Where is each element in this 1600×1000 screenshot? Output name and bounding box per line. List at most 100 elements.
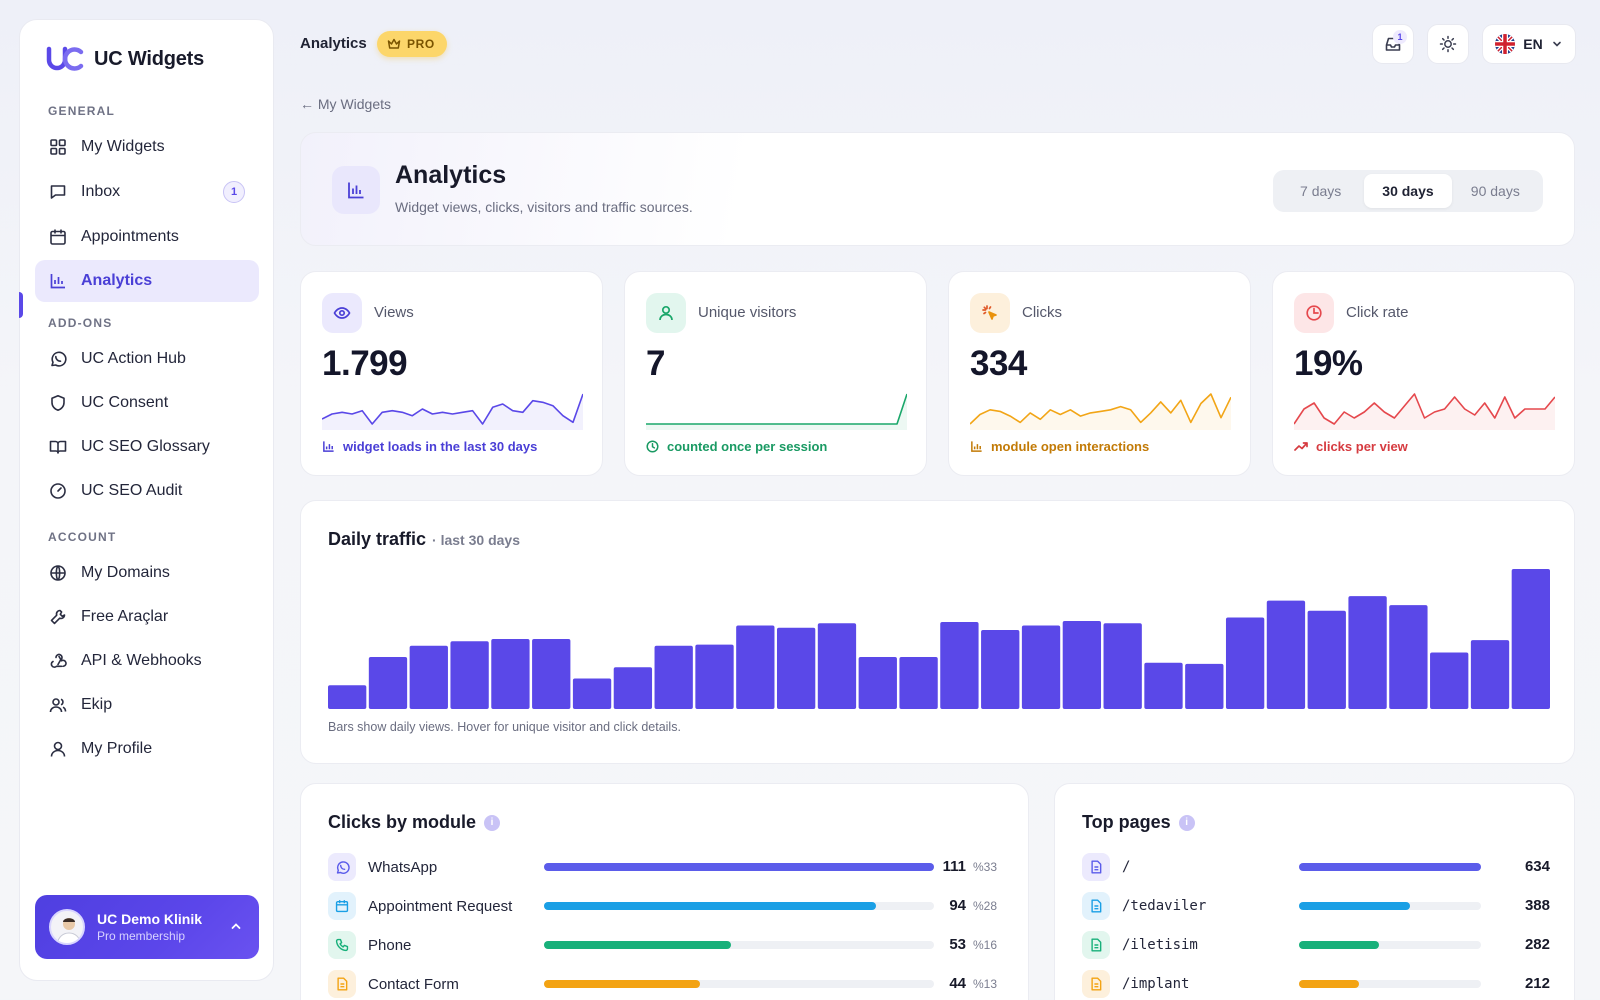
stat-card-unique-visitors: Unique visitors 7 counted once per sessi…	[624, 271, 927, 476]
sidebar-item-my-widgets[interactable]: My Widgets	[35, 126, 259, 168]
language-label: EN	[1523, 36, 1543, 52]
traffic-bar[interactable]	[940, 622, 979, 709]
sidebar-item-uc-consent[interactable]: UC Consent	[35, 382, 259, 424]
traffic-bar[interactable]	[695, 644, 734, 709]
sun-icon	[1439, 35, 1457, 53]
traffic-bar[interactable]	[1430, 652, 1469, 709]
daily-traffic-subtitle: · last 30 days	[432, 532, 520, 548]
bar-chart-icon	[971, 441, 982, 452]
traffic-bar[interactable]	[613, 667, 653, 709]
notifications-button[interactable]: 1	[1372, 24, 1414, 64]
page-title: Analytics	[395, 161, 507, 189]
row-bar-track	[1299, 902, 1481, 910]
range-30-days-button[interactable]: 30 days	[1364, 174, 1452, 208]
top-pages-header: Top pages i	[1082, 812, 1195, 833]
traffic-bar[interactable]	[1021, 625, 1061, 709]
theme-toggle-button[interactable]	[1427, 24, 1469, 64]
traffic-bar[interactable]	[1307, 610, 1346, 709]
module-row-appointment-request[interactable]: Appointment Request 94 %28	[328, 892, 1003, 920]
traffic-bar[interactable]	[1266, 600, 1306, 709]
sidebar-item-api-webhooks[interactable]: API & Webhooks	[35, 640, 259, 682]
traffic-bar[interactable]	[654, 645, 693, 709]
info-icon[interactable]: i	[484, 814, 501, 831]
row-icon-box	[328, 970, 356, 998]
sidebar-item-inbox[interactable]: Inbox 1	[35, 171, 259, 213]
brand-name: UC Widgets	[94, 47, 205, 70]
chevron-down-icon	[1552, 41, 1561, 47]
traffic-bar[interactable]	[328, 685, 367, 709]
traffic-bar[interactable]	[1225, 617, 1265, 709]
row-value: 634	[1524, 858, 1550, 875]
traffic-bar[interactable]	[368, 657, 408, 709]
page-row[interactable]: / 634	[1082, 853, 1550, 881]
globe-icon	[50, 565, 66, 581]
clicks-sparkline	[970, 393, 1231, 430]
traffic-bar[interactable]	[572, 678, 612, 709]
sidebar-item-appointments[interactable]: Appointments	[35, 216, 259, 258]
module-row-whatsapp[interactable]: WhatsApp 111 %33	[328, 853, 1003, 881]
sidebar-item-my-profile[interactable]: My Profile	[35, 728, 259, 770]
profile-card[interactable]: UC Demo Klinik Pro membership	[35, 895, 259, 959]
sparkline-area	[322, 394, 583, 430]
row-icon-box	[1082, 970, 1110, 998]
uc-logo-icon	[46, 46, 84, 72]
traffic-bar[interactable]	[899, 657, 938, 709]
row-bar-track	[1299, 980, 1481, 988]
page-row[interactable]: /implant 212	[1082, 970, 1550, 998]
traffic-bar[interactable]	[532, 639, 571, 709]
traffic-bar[interactable]	[1470, 640, 1510, 709]
top-pages-card: Top pages i / 634 /tedaviler 388 /iletis…	[1054, 783, 1575, 1000]
stat-card-click-rate: Click rate 19% clicks per view	[1272, 271, 1575, 476]
pie-clock-icon	[1306, 305, 1322, 321]
clicks-by-module-card: Clicks by module i WhatsApp 111 %33 Appo…	[300, 783, 1029, 1000]
traffic-bar[interactable]	[1348, 596, 1387, 709]
page-row[interactable]: /tedaviler 388	[1082, 892, 1550, 920]
traffic-bar[interactable]	[817, 623, 857, 709]
traffic-bar[interactable]	[858, 657, 897, 709]
whatsapp-icon	[336, 860, 350, 874]
traffic-bar[interactable]	[776, 627, 816, 709]
traffic-bar[interactable]	[1103, 623, 1142, 709]
info-icon[interactable]: i	[1178, 814, 1195, 831]
range-90-days-button[interactable]: 90 days	[1470, 183, 1520, 199]
row-bar-fill	[544, 902, 876, 910]
sidebar-item-label: Inbox	[81, 183, 121, 200]
traffic-bar[interactable]	[450, 641, 489, 709]
tools-icon	[50, 609, 66, 625]
sidebar-item-uc-action-hub[interactable]: UC Action Hub	[35, 338, 259, 380]
stat-footer: module open interactions	[970, 439, 1149, 454]
traffic-bar[interactable]	[981, 629, 1020, 709]
traffic-bar[interactable]	[1144, 662, 1183, 709]
row-bar-track	[544, 980, 934, 988]
analytics-header-icon-box	[332, 166, 380, 214]
traffic-bar[interactable]	[1185, 663, 1224, 709]
brand[interactable]: UC Widgets	[46, 46, 204, 72]
traffic-bar[interactable]	[1511, 569, 1550, 709]
traffic-bar[interactable]	[409, 645, 448, 709]
sidebar: UC Widgets GENERAL My Widgets Inbox 1 Ap…	[19, 19, 274, 981]
sidebar-item-uc-seo-audit[interactable]: UC SEO Audit	[35, 470, 259, 512]
sidebar-item-my-domains[interactable]: My Domains	[35, 552, 259, 594]
sidebar-item-uc-seo-glossary[interactable]: UC SEO Glossary	[35, 426, 259, 468]
pointer-click-icon	[982, 305, 997, 320]
range-7-days-button[interactable]: 7 days	[1300, 183, 1342, 199]
clicks-by-module-title: Clicks by module	[328, 812, 477, 832]
page-row[interactable]: /iletisim 282	[1082, 931, 1550, 959]
pro-badge: PRO	[377, 31, 447, 57]
traffic-bar[interactable]	[1062, 620, 1102, 709]
module-row-phone[interactable]: Phone 53 %16	[328, 931, 1003, 959]
traffic-bar[interactable]	[1389, 605, 1428, 709]
sidebar-item-team[interactable]: Ekip	[35, 684, 259, 726]
traffic-bar[interactable]	[491, 639, 530, 709]
language-selector[interactable]: EN	[1482, 24, 1576, 64]
grid-icon	[50, 139, 66, 155]
module-row-contact-form[interactable]: Contact Form 44 %13	[328, 970, 1003, 998]
sidebar-item-analytics[interactable]: Analytics	[35, 260, 259, 302]
back-link[interactable]: ← My Widgets	[300, 96, 392, 112]
sparkline-area	[646, 394, 907, 430]
row-label: Contact Form	[368, 975, 459, 993]
row-bar-fill	[544, 941, 732, 949]
row-icon-box	[328, 892, 356, 920]
sidebar-item-free-tools[interactable]: Free Araçlar	[35, 596, 259, 638]
traffic-bar[interactable]	[736, 625, 775, 709]
